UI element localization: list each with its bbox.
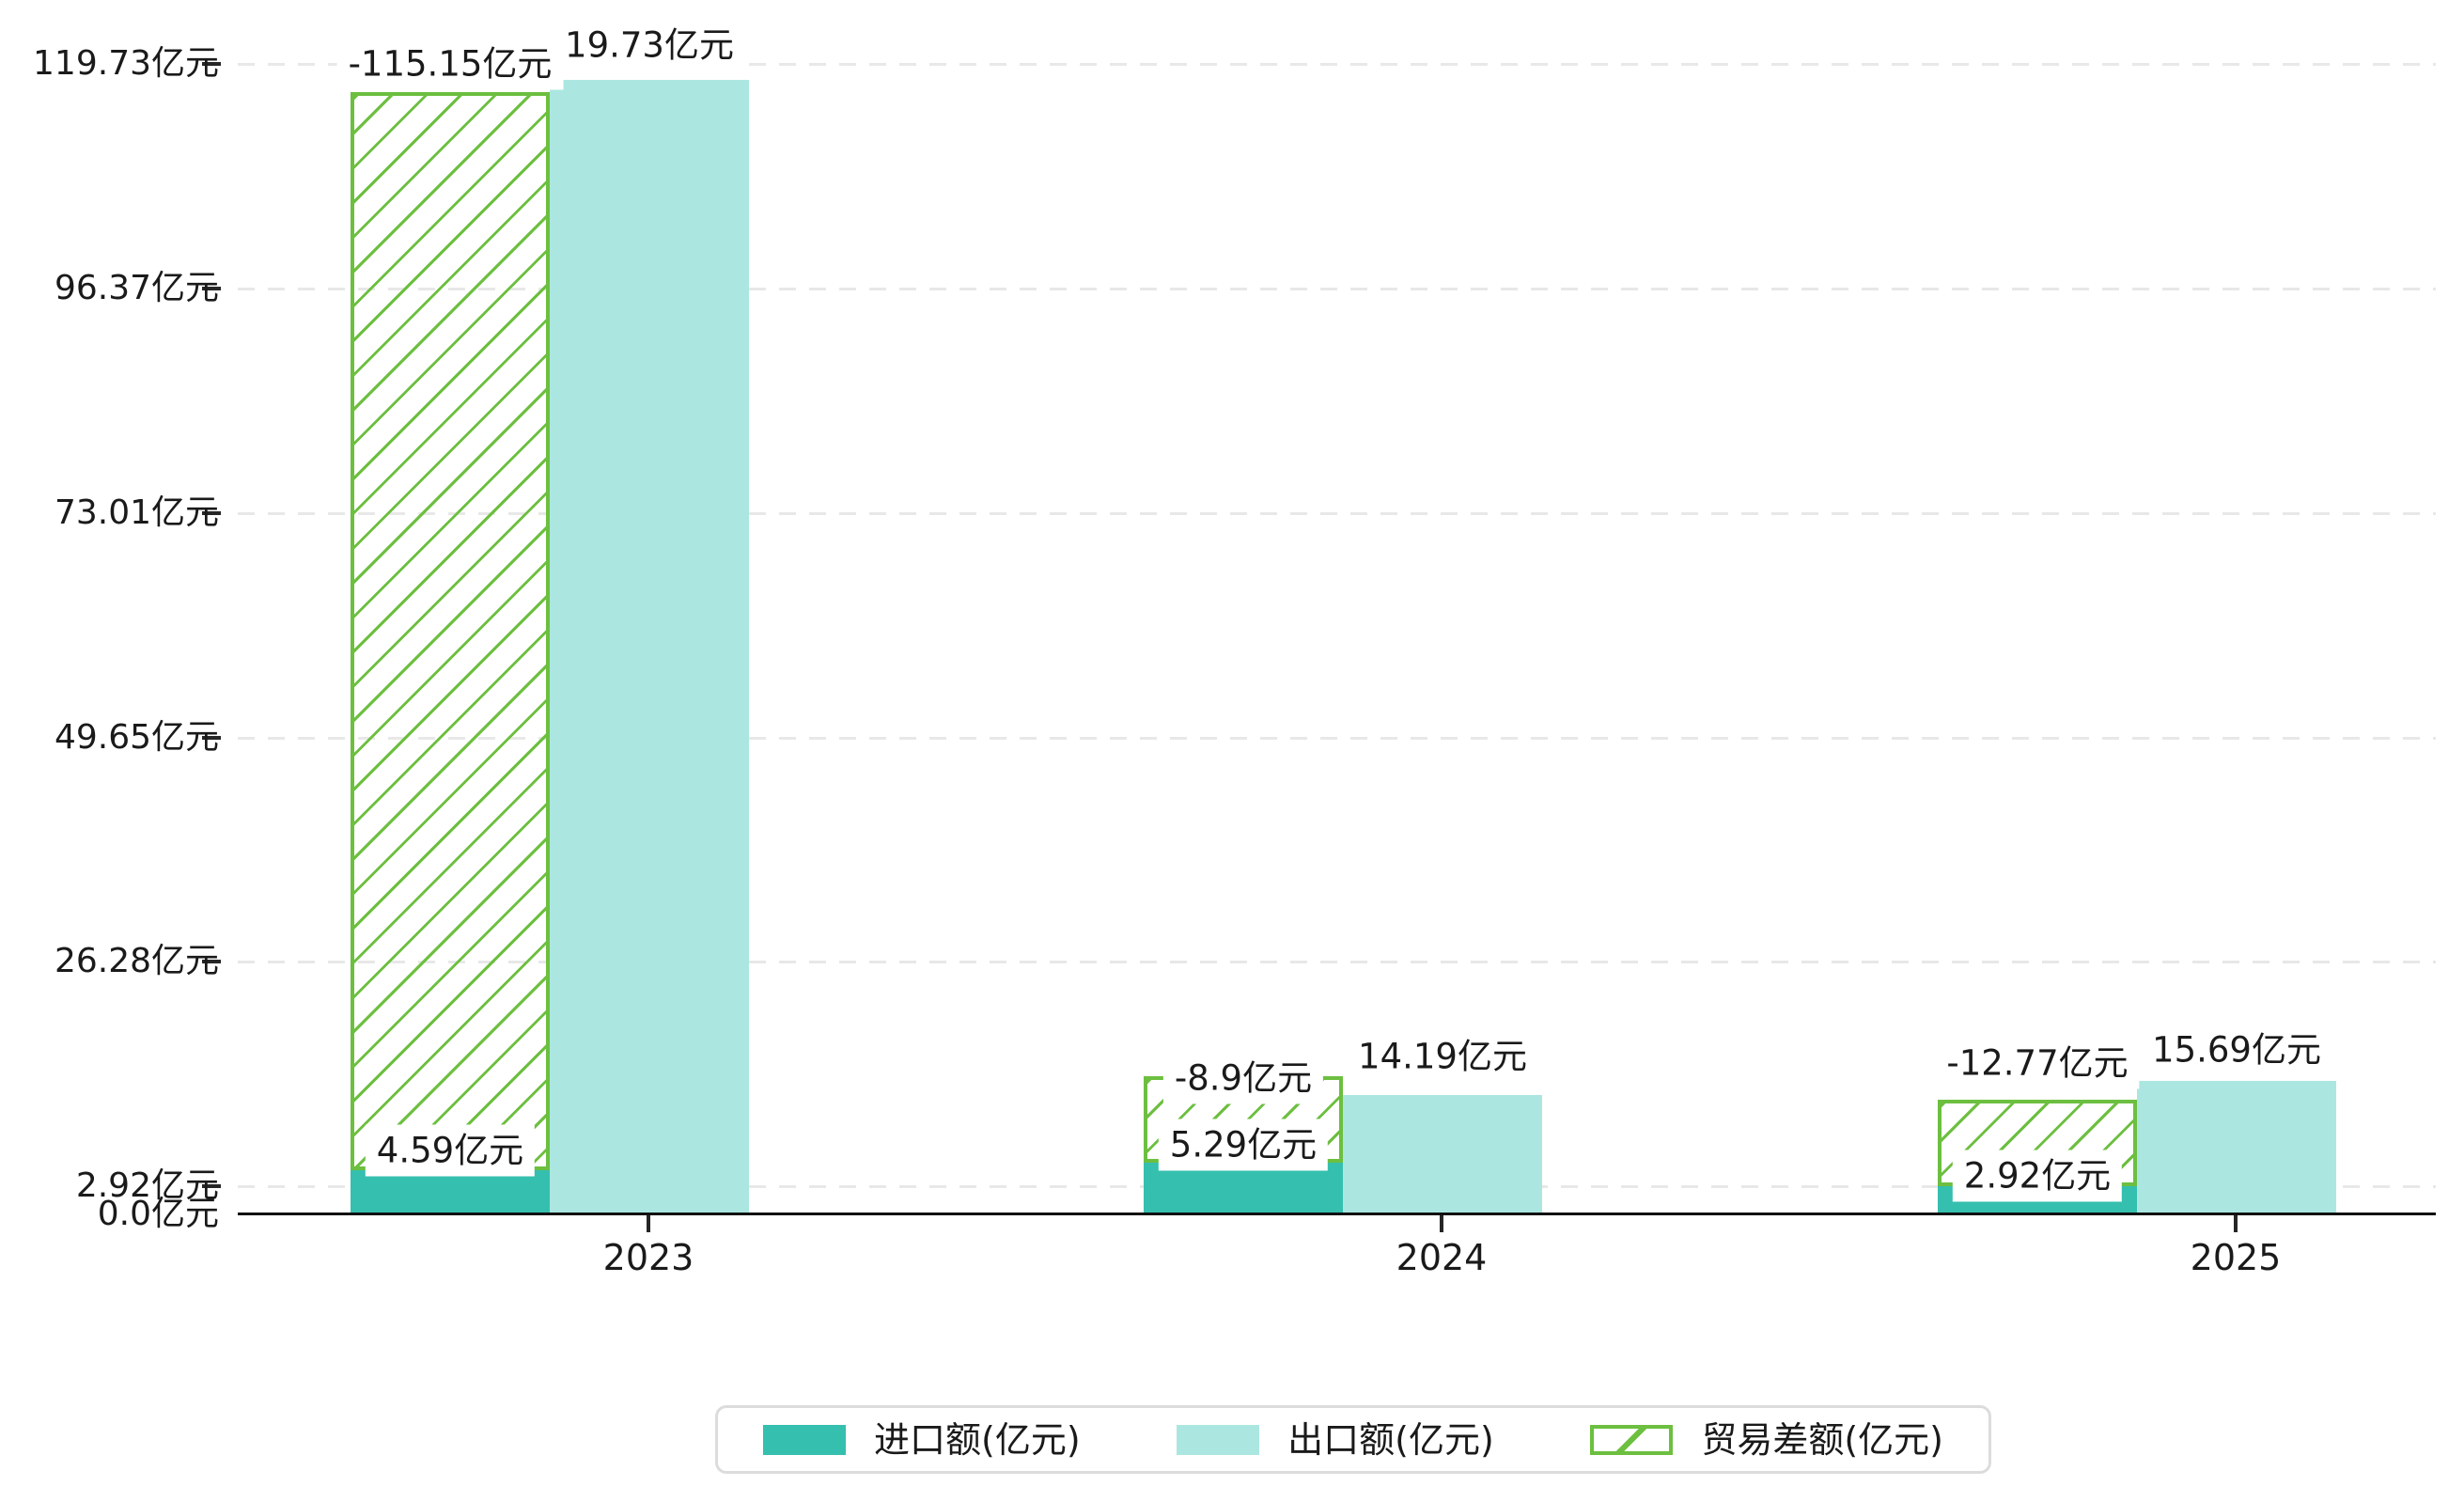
x-axis-tick-label: 2025 (2190, 1237, 2282, 1278)
legend-item-label: 进口额(亿元) (874, 1418, 1081, 1461)
x-axis-tick-label: 2024 (1396, 1237, 1488, 1278)
legend-swatch-export-icon (1177, 1424, 1260, 1455)
x-axis-tick-label: 2023 (602, 1237, 694, 1278)
y-tick-mark (202, 511, 221, 515)
gridline (238, 737, 2436, 740)
bar-value-label: -8.9亿元 (1162, 1052, 1324, 1104)
gridline (238, 512, 2436, 515)
legend-item-import: 进口额(亿元) (763, 1422, 1081, 1458)
x-tick-mark (647, 1215, 650, 1232)
legend-item-label: 出口额(亿元) (1287, 1418, 1494, 1461)
legend-swatch-import-icon (763, 1424, 846, 1455)
x-axis-line (238, 1213, 2436, 1215)
bar-value-label: 2.92亿元 (1952, 1150, 2123, 1202)
x-tick-mark (1440, 1215, 1443, 1232)
y-axis-tick-label: 49.65亿元 (54, 718, 219, 757)
bar-value-label: 5.29亿元 (1158, 1119, 1329, 1171)
bar-value-label: 4.59亿元 (365, 1124, 536, 1177)
y-tick-mark (202, 287, 221, 290)
export-bar-2024 (1343, 1095, 1542, 1214)
gridline (238, 961, 2436, 963)
legend-item-hatch: 贸易差额(亿元) (1590, 1422, 1943, 1458)
y-tick-mark (202, 1184, 221, 1188)
y-tick-mark (202, 960, 221, 963)
bar-value-label: 15.69亿元 (2141, 1024, 2332, 1076)
y-axis-tick-label: 73.01亿元 (54, 493, 219, 532)
y-axis-tick-label: 96.37亿元 (54, 269, 219, 307)
y-axis-tick-label: 0.0亿元 (97, 1195, 219, 1233)
trade-balance-bar-2023 (351, 92, 550, 1170)
legend: 进口额(亿元) 出口额(亿元) 贸易差额(亿元) (715, 1405, 1991, 1474)
export-bar-2023 (550, 80, 749, 1214)
gridline (238, 63, 2436, 66)
y-tick-mark (202, 736, 221, 740)
y-tick-mark (202, 62, 221, 66)
legend-swatch-hatch-icon (1590, 1424, 1674, 1455)
bar-value-label: 19.73亿元 (554, 19, 745, 71)
legend-item-label: 贸易差额(亿元) (1701, 1418, 1943, 1461)
export-bar-2025 (2137, 1081, 2336, 1214)
y-axis-tick-label: 26.28亿元 (54, 942, 219, 980)
y-axis-tick-label: 119.73亿元 (33, 44, 219, 83)
bar-value-label: -12.77亿元 (1935, 1037, 2140, 1089)
import-bar-2023 (351, 1170, 550, 1214)
gridline (238, 288, 2436, 290)
bar-value-label: 14.19亿元 (1347, 1030, 1538, 1083)
import-bar-2024 (1144, 1163, 1343, 1214)
y-axis-tick-label: 2.92亿元 (75, 1166, 219, 1205)
x-tick-mark (2234, 1215, 2238, 1232)
bar-value-label: -115.15亿元 (336, 38, 564, 90)
legend-item-export: 出口额(亿元) (1177, 1422, 1494, 1458)
